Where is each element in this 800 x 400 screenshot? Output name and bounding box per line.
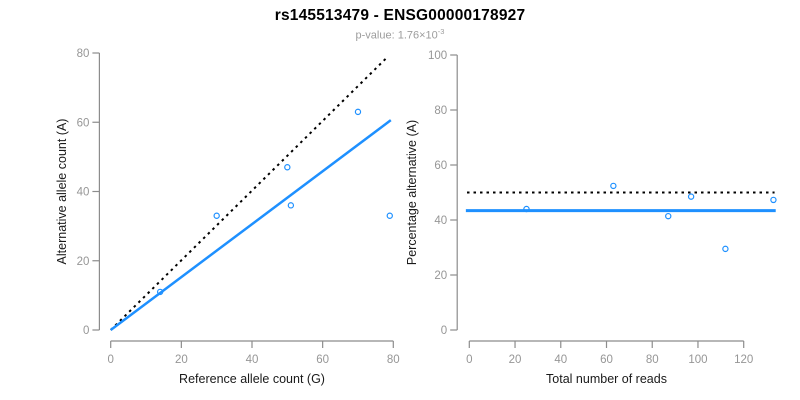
y-axis-label: Alternative allele count (A) [55, 119, 69, 265]
x-tick-label: 0 [466, 354, 472, 366]
y-axis-label: Percentage alternative (A) [405, 120, 419, 265]
x-tick-label: 20 [509, 354, 522, 366]
y-tick-label: 80 [77, 48, 90, 60]
x-tick-label: 120 [734, 354, 753, 366]
y-tick-label: 60 [77, 117, 90, 129]
fitted-ratio-line [109, 119, 392, 332]
x-tick-label: 100 [688, 354, 707, 366]
data-point [610, 182, 617, 190]
y-tick-label: 0 [441, 325, 447, 337]
data-point [156, 288, 164, 296]
p-value-text: p-value: 1.76×10 [355, 29, 438, 42]
data-point [523, 205, 530, 213]
y-tick-label: 0 [83, 325, 89, 337]
right-plot: 0 20 40 60 80 100 120 0 20 40 60 80 100 Total number … [405, 50, 777, 386]
x-tick-label: 80 [646, 354, 659, 366]
x-tick-label: 40 [554, 354, 567, 366]
x-tick-label: 60 [316, 354, 329, 366]
y-tick-label: 40 [77, 187, 90, 199]
data-point [354, 108, 362, 116]
p-value-exponent: -3 [437, 27, 445, 36]
data-point [386, 212, 393, 219]
x-tick-label: 20 [175, 354, 188, 366]
data-point [770, 196, 777, 204]
x-tick-label: 0 [107, 354, 113, 366]
data-point [722, 245, 729, 253]
data-point [687, 193, 695, 200]
plot-subtitle: p-value: 1.76×10-3 [0, 27, 800, 42]
x-tick-label: 40 [246, 354, 259, 366]
x-tick-label: 60 [600, 354, 613, 366]
data-point [213, 212, 220, 219]
x-axis-label: Total number of reads [546, 372, 667, 386]
x-axis-label: Reference allele count (G) [179, 372, 325, 386]
y-tick-label: 80 [434, 105, 447, 117]
data-point [284, 164, 291, 171]
x-tick-label: 80 [387, 354, 400, 366]
y-tick-label: 20 [77, 256, 90, 268]
y-tick-label: 100 [428, 50, 447, 62]
expected-50-50-line [109, 55, 389, 331]
data-point [287, 202, 295, 209]
y-tick-label: 40 [434, 215, 447, 227]
y-tick-label: 60 [434, 160, 447, 172]
plot-title: rs145513479 - ENSG00000178927 [274, 7, 526, 24]
data-point [665, 212, 672, 220]
y-tick-label: 20 [434, 270, 447, 282]
left-plot: 0 20 40 60 80 0 20 40 60 80 Reference allele count… [55, 48, 400, 386]
